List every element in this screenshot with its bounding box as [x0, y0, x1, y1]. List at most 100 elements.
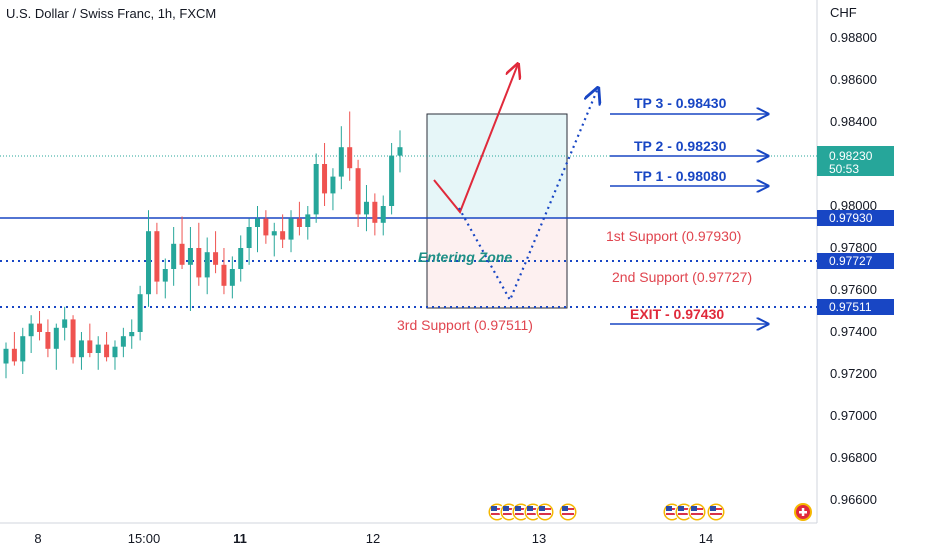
economic-events[interactable]: [487, 502, 812, 522]
candle[interactable]: [78, 332, 84, 370]
candle[interactable]: [20, 327, 26, 374]
price-tick-0.96800: 0.96800: [830, 450, 877, 465]
candle[interactable]: [288, 210, 294, 253]
candle-body: [380, 206, 386, 223]
candle[interactable]: [372, 193, 378, 236]
candle-body: [137, 294, 143, 332]
candle[interactable]: [112, 340, 118, 370]
chart-title: U.S. Dollar / Swiss Franc, 1h, FXCM: [6, 6, 216, 21]
candle[interactable]: [254, 206, 260, 253]
candle[interactable]: [322, 143, 328, 206]
price-tick-0.98600: 0.98600: [830, 72, 877, 87]
pullback-path-arrow[interactable]: [458, 88, 598, 303]
candle-body: [3, 348, 9, 364]
candle[interactable]: [137, 285, 143, 341]
candle[interactable]: [397, 130, 403, 173]
candle-body: [28, 323, 34, 337]
candle[interactable]: [305, 206, 311, 240]
candle[interactable]: [221, 248, 227, 295]
candle[interactable]: [204, 237, 210, 295]
candles[interactable]: [3, 111, 403, 379]
price-tick-0.96600: 0.96600: [830, 492, 877, 507]
price-tick-0.98400: 0.98400: [830, 114, 877, 129]
tp3-label: TP 3 - 0.98430: [634, 95, 727, 111]
candle[interactable]: [28, 315, 34, 353]
candle[interactable]: [53, 323, 59, 370]
candle[interactable]: [347, 111, 353, 181]
candle-body: [146, 231, 152, 295]
us-flag-event-icon[interactable]: [558, 502, 578, 522]
candle-body: [129, 332, 135, 337]
candle-body: [53, 327, 59, 349]
us-flag-event-icon[interactable]: [674, 502, 694, 522]
candle[interactable]: [45, 319, 51, 358]
candle-body: [62, 319, 68, 328]
candle[interactable]: [229, 256, 235, 299]
us-flag-event-icon[interactable]: [687, 502, 707, 522]
candle[interactable]: [70, 315, 76, 364]
candle-body: [37, 323, 43, 332]
level-tag-3[interactable]: 0.97511: [817, 299, 894, 315]
candle-body: [95, 344, 101, 353]
candle-body: [154, 231, 160, 282]
time-axis[interactable]: 8 15:00 11 12 13 14: [34, 531, 713, 546]
candle[interactable]: [246, 218, 252, 265]
candle[interactable]: [271, 222, 277, 257]
trade-box-outline: [426, 113, 568, 309]
candle-body: [338, 147, 344, 177]
candle-body: [347, 147, 353, 169]
candle[interactable]: [171, 227, 177, 286]
candle[interactable]: [37, 311, 43, 341]
candle[interactable]: [296, 201, 302, 236]
candle[interactable]: [179, 216, 185, 270]
price-axis[interactable]: 0.988000.986000.984000.982000.980000.978…: [830, 30, 877, 507]
candle[interactable]: [87, 323, 93, 358]
candle[interactable]: [363, 185, 369, 232]
candle[interactable]: [187, 227, 193, 311]
time-tick-5: 14: [699, 531, 713, 546]
candle[interactable]: [95, 336, 101, 370]
candle[interactable]: [213, 231, 219, 274]
candle[interactable]: [338, 126, 344, 190]
candle-body: [296, 218, 302, 227]
candle[interactable]: [196, 222, 202, 286]
candle[interactable]: [11, 332, 17, 366]
loss-zone[interactable]: [427, 218, 567, 308]
candle[interactable]: [120, 327, 126, 358]
candle[interactable]: [313, 153, 319, 223]
candle[interactable]: [389, 143, 395, 215]
bullish-path-arrow[interactable]: [433, 64, 518, 214]
level-tag-2[interactable]: 0.97727: [817, 253, 894, 269]
candle[interactable]: [104, 332, 110, 362]
candle[interactable]: [3, 342, 9, 379]
current-price-tag[interactable]: 0.98230 50:53: [817, 146, 894, 176]
candle[interactable]: [162, 258, 168, 299]
candle-body: [179, 243, 185, 265]
us-flag-event-icon[interactable]: [535, 502, 555, 522]
level-tag-1[interactable]: 0.97930: [817, 210, 894, 226]
candle[interactable]: [62, 306, 68, 341]
candle[interactable]: [280, 214, 286, 248]
candle[interactable]: [263, 210, 269, 244]
us-flag-event-icon[interactable]: [706, 502, 726, 522]
support-1-label: 1st Support (0.97930): [606, 228, 741, 244]
candle[interactable]: [380, 195, 386, 236]
candle-body: [313, 164, 319, 215]
candle[interactable]: [154, 222, 160, 295]
candle[interactable]: [238, 235, 244, 282]
candle[interactable]: [129, 319, 135, 349]
candle-body: [204, 252, 210, 278]
candle[interactable]: [330, 168, 336, 211]
candle-body: [246, 227, 252, 248]
candle-body: [271, 231, 277, 236]
profit-zone[interactable]: [427, 114, 567, 218]
candle-body: [221, 264, 227, 286]
candle-body: [355, 168, 361, 215]
swiss-flag-event-icon[interactable]: [794, 503, 812, 521]
support-2-label: 2nd Support (0.97727): [612, 269, 752, 285]
candle[interactable]: [146, 210, 152, 307]
candle[interactable]: [355, 159, 361, 227]
price-tick-0.98800: 0.98800: [830, 30, 877, 45]
time-tick-4: 13: [532, 531, 546, 546]
